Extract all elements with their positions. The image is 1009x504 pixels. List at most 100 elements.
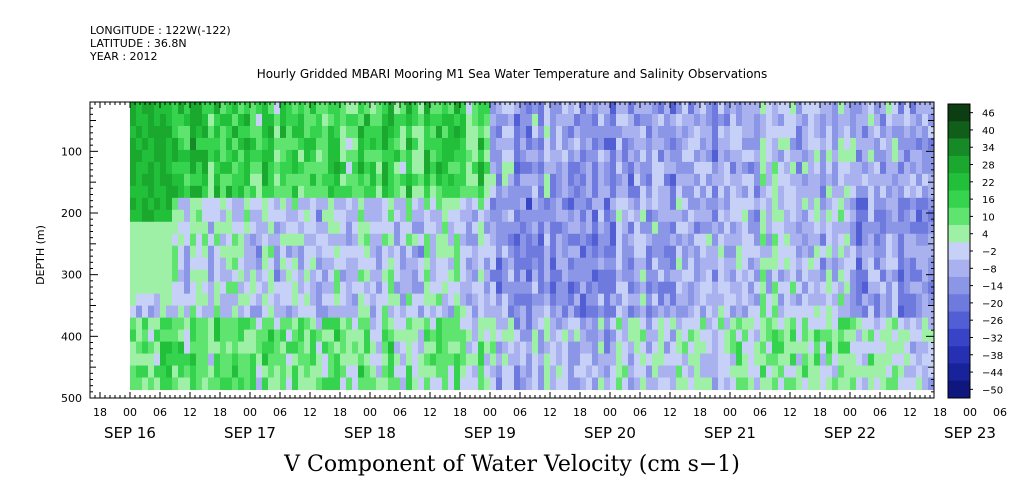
heatmap-cell (496, 197, 503, 211)
heatmap-cell (628, 209, 635, 223)
heatmap-cell (862, 353, 869, 367)
heatmap-cell (688, 125, 695, 139)
heatmap-cell (634, 185, 641, 199)
heatmap-cell (220, 257, 227, 271)
heatmap-cell (904, 281, 911, 295)
heatmap-cell (148, 293, 155, 307)
heatmap-cell (238, 245, 245, 259)
heatmap-cell (286, 293, 293, 307)
heatmap-cell (580, 173, 587, 187)
heatmap-cell (814, 221, 821, 235)
heatmap-cell (178, 269, 185, 283)
heatmap-cell (256, 209, 263, 223)
heatmap-cell (400, 197, 407, 211)
heatmap-cell (424, 317, 431, 331)
heatmap-cell (868, 353, 875, 367)
heatmap-cell (178, 293, 185, 307)
x-hour-label: 18 (693, 406, 707, 419)
heatmap-cell (862, 221, 869, 235)
heatmap-cell (214, 185, 221, 199)
heatmap-cell (466, 257, 473, 271)
heatmap-cell (196, 137, 203, 151)
heatmap-cell (910, 353, 917, 367)
heatmap-cell (880, 161, 887, 175)
heatmap-cell (784, 365, 791, 379)
heatmap-cell (406, 341, 413, 355)
heatmap-cell (616, 281, 623, 295)
heatmap-cell (688, 149, 695, 163)
heatmap-cell (562, 293, 569, 307)
heatmap-cell (868, 293, 875, 307)
heatmap-cell (778, 365, 785, 379)
heatmap-cell (430, 185, 437, 199)
heatmap-cell (238, 377, 245, 391)
heatmap-cell (778, 125, 785, 139)
heatmap-cell (268, 137, 275, 151)
heatmap-cell (376, 149, 383, 163)
heatmap-cell (664, 197, 671, 211)
heatmap-cell (478, 329, 485, 343)
heatmap-cell (466, 149, 473, 163)
heatmap-cell (892, 341, 899, 355)
heatmap-cell (766, 173, 773, 187)
heatmap-cell (436, 293, 443, 307)
heatmap-cell (712, 257, 719, 271)
heatmap-cell (136, 281, 143, 295)
heatmap-cell (550, 221, 557, 235)
heatmap-cell (712, 269, 719, 283)
heatmap-cell (640, 137, 647, 151)
heatmap-cell (406, 269, 413, 283)
heatmap-cell (706, 281, 713, 295)
heatmap-cell (352, 221, 359, 235)
heatmap-cell (652, 269, 659, 283)
heatmap-cell (640, 233, 647, 247)
heatmap-cell (358, 233, 365, 247)
heatmap-cell (274, 197, 281, 211)
heatmap-cell (340, 353, 347, 367)
heatmap-cell (172, 293, 179, 307)
heatmap-cell (754, 113, 761, 127)
heatmap-cell (808, 173, 815, 187)
heatmap-cell (766, 137, 773, 151)
heatmap-cell (838, 245, 845, 259)
colorbar-label: 34 (982, 143, 995, 154)
heatmap-cell (274, 233, 281, 247)
x-date-label: SEP 16 (104, 424, 156, 442)
heatmap-cell (490, 341, 497, 355)
heatmap-cell (694, 102, 701, 115)
heatmap-cell (808, 293, 815, 307)
heatmap-cell (346, 329, 353, 343)
heatmap-cell (718, 221, 725, 235)
heatmap-cell (814, 233, 821, 247)
heatmap-cell (298, 269, 305, 283)
heatmap-cell (832, 365, 839, 379)
heatmap-cell (436, 185, 443, 199)
heatmap-cell (232, 365, 239, 379)
heatmap-cell (730, 185, 737, 199)
heatmap-cell (910, 365, 917, 379)
heatmap-cell (358, 245, 365, 259)
heatmap-cell (790, 185, 797, 199)
heatmap-cell (580, 233, 587, 247)
heatmap-cell (250, 149, 257, 163)
heatmap-cell (262, 173, 269, 187)
heatmap-cell (568, 173, 575, 187)
heatmap-cell (142, 197, 149, 211)
heatmap-cell (502, 125, 509, 139)
heatmap-cell (610, 233, 617, 247)
heatmap-cell (412, 161, 419, 175)
heatmap-cell (250, 185, 257, 199)
heatmap-cell (298, 245, 305, 259)
heatmap-cell (856, 185, 863, 199)
heatmap-cell (406, 125, 413, 139)
heatmap-cell (790, 209, 797, 223)
heatmap-cell (526, 293, 533, 307)
heatmap-cell (484, 209, 491, 223)
heatmap-cell (736, 185, 743, 199)
heatmap-cell (820, 209, 827, 223)
heatmap-cell (238, 161, 245, 175)
heatmap-cell (874, 173, 881, 187)
heatmap-cell (718, 293, 725, 307)
heatmap-cell (754, 365, 761, 379)
heatmap-cell (880, 305, 887, 319)
